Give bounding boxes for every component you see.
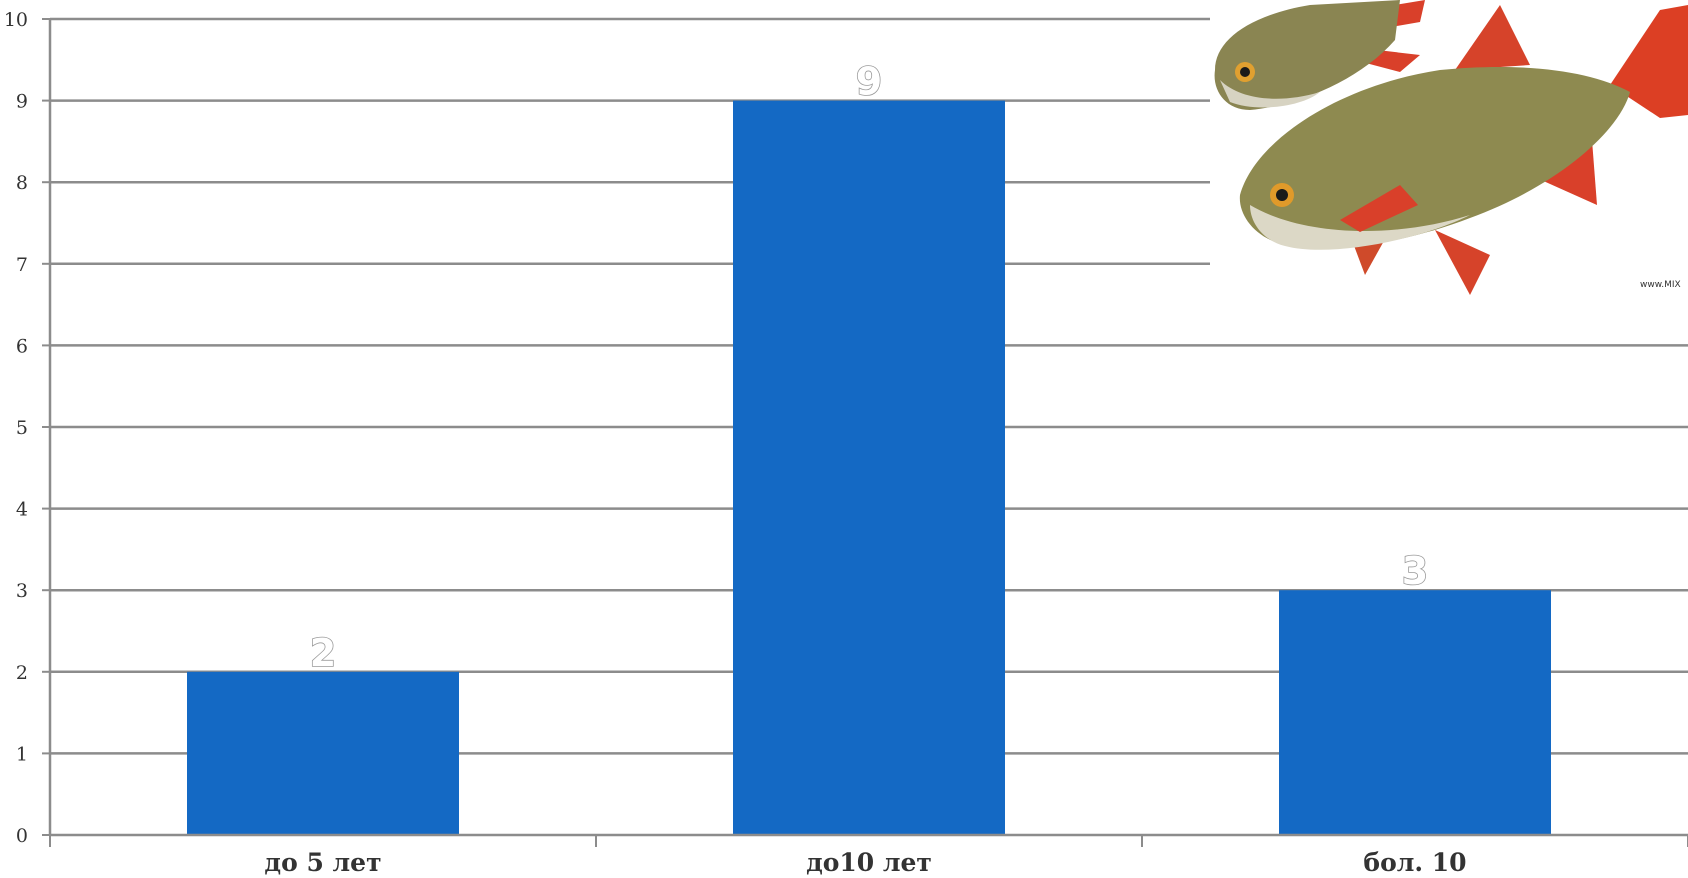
category-label: бол. 10 [1363, 848, 1466, 877]
labels: 0 1 2 3 4 5 6 7 8 9 10 2 до 5 лет 9 до10 лет 3 бол. 10 [4, 9, 1467, 877]
y-tick-label: 4 [16, 499, 28, 521]
category-label: до10 лет [806, 848, 932, 877]
y-tick-label: 0 [16, 825, 28, 847]
y-tick-label: 3 [16, 580, 28, 602]
data-label: 2 [310, 631, 336, 675]
y-tick-label: 6 [16, 335, 28, 357]
y-tick-label: 2 [16, 662, 28, 684]
fish-front-icon [1239, 5, 1688, 295]
category-label: до 5 лет [264, 848, 381, 877]
y-tick-label: 7 [16, 254, 28, 276]
y-tick-label: 9 [16, 91, 28, 113]
watermark-text: www.MIX [1640, 280, 1681, 290]
bars [187, 100, 1551, 836]
fish-illustration: www.MIX [1210, 0, 1688, 300]
bar-1 [187, 671, 459, 835]
data-label: 3 [1402, 549, 1428, 593]
y-tick-label: 5 [16, 417, 28, 439]
bar-2 [733, 100, 1005, 836]
y-tick-label: 1 [16, 743, 28, 765]
fish-back-icon [1214, 0, 1425, 110]
y-tick-label: 8 [16, 172, 28, 194]
y-tick-label: 10 [4, 9, 28, 31]
bar-3 [1279, 590, 1551, 835]
data-label: 9 [856, 60, 882, 104]
axes [42, 18, 1688, 847]
